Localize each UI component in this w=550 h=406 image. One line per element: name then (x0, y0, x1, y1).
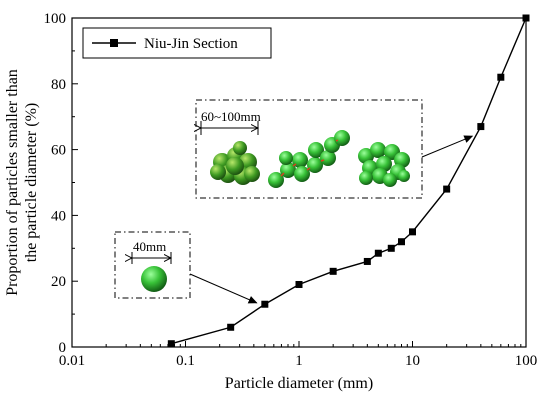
inset-small-frame (114, 231, 191, 299)
legend-label: Niu-Jin Section (144, 36, 238, 52)
x-tick-label: 0.1 (176, 353, 195, 369)
y-tick-label: 60 (51, 143, 66, 159)
particle-cluster-3 (358, 142, 410, 187)
data-point (522, 14, 530, 22)
x-axis-title: Particle diameter (mm) (225, 375, 373, 392)
legend: Niu-Jin Section (82, 27, 272, 59)
data-point (477, 123, 485, 131)
particle-cluster-1 (210, 141, 260, 185)
data-point (167, 340, 175, 348)
inset-large-frame (195, 99, 423, 199)
y-tick-label: 20 (51, 274, 66, 290)
data-point (227, 323, 235, 331)
inset-small-label: 40mm (133, 239, 166, 254)
x-tick-label: 100 (515, 353, 538, 369)
inset-large-label: 60~100mm (201, 109, 261, 124)
inset-small-particle: 40mm (114, 231, 191, 299)
data-point (295, 280, 303, 288)
data-point (374, 249, 382, 257)
y-tick-label: 80 (51, 77, 66, 93)
series-line (171, 17, 527, 345)
single-particle (141, 266, 167, 292)
series-layer (167, 14, 530, 348)
inset-large-particles: 60~100mm (195, 99, 423, 199)
data-point (387, 244, 395, 252)
data-point (363, 257, 371, 265)
y-tick-label: 40 (51, 208, 66, 224)
inset-large-arrow (421, 135, 474, 158)
data-point (497, 73, 505, 81)
y-axis-ticks: 0 20 40 60 80 100 (44, 11, 78, 356)
x-tick-label: 0.01 (59, 353, 85, 369)
data-point (398, 238, 406, 246)
y-tick-label: 100 (44, 11, 67, 27)
particle-cluster-2 (268, 130, 350, 188)
y-axis-title: Proportion of particles smaller than the… (4, 69, 40, 296)
x-tick-label: 10 (405, 353, 420, 369)
data-point (329, 267, 337, 275)
inset-small-arrow (189, 273, 258, 304)
data-point (261, 300, 269, 308)
data-point (443, 185, 451, 193)
x-tick-label: 1 (295, 353, 303, 369)
y-axis-title-line2: the particle diameter (%) (23, 103, 40, 262)
y-axis-title-line1: Proportion of particles smaller than (4, 69, 21, 296)
y-tick-label: 0 (59, 340, 67, 356)
legend-marker (110, 39, 118, 47)
data-point (409, 228, 416, 236)
x-axis-ticks: 0.01 0.1 1 10 100 (59, 341, 537, 369)
